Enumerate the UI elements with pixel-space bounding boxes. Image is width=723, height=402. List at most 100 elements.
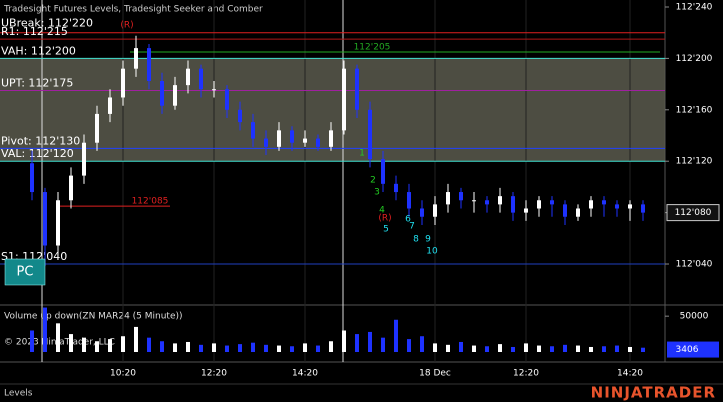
volume-bar (173, 343, 177, 352)
candle-body (212, 89, 216, 91)
candle-body (277, 130, 281, 147)
volume-bar (264, 344, 268, 352)
candle-body (355, 68, 359, 110)
annotation: 1 (359, 149, 365, 159)
volume-bar (160, 341, 164, 352)
y-tick-label: 112'240 (676, 2, 713, 12)
annotation: 4 (379, 206, 385, 216)
volume-bar (602, 346, 606, 352)
pc-button-label[interactable]: PC (17, 265, 34, 280)
candle-body (290, 130, 294, 143)
candle-body (563, 204, 567, 217)
x-tick-label: 12:20 (513, 369, 539, 379)
volume-bar (212, 343, 216, 352)
volume-bar (459, 341, 463, 352)
candle-body (238, 109, 242, 123)
volume-bar (368, 331, 372, 352)
volume-bar (433, 343, 437, 352)
volume-bar (381, 337, 385, 352)
candle-body (433, 204, 437, 217)
candle-body (576, 208, 580, 217)
annotation: 7 (409, 222, 415, 232)
x-tick-label: 12:20 (201, 369, 227, 379)
candle-body (225, 89, 229, 110)
y-tick-label: 112'200 (676, 54, 713, 64)
volume-current-tag (667, 341, 719, 358)
x-tick-label: 10:20 (110, 369, 136, 379)
candle-body (43, 192, 47, 246)
candle-body (394, 183, 398, 193)
volume-bar (498, 344, 502, 352)
annotation: 5 (383, 225, 389, 235)
candle-body (186, 68, 190, 86)
candle-body (108, 97, 112, 114)
candle-body (160, 81, 164, 106)
volume-bar (576, 345, 580, 352)
tab-label: Levels (4, 389, 33, 399)
volume-bar (290, 346, 294, 352)
volume-bar (277, 345, 281, 352)
candle-body (121, 68, 125, 98)
candle-body (537, 200, 541, 209)
volume-bar (43, 307, 47, 352)
candle-body (82, 142, 86, 176)
volume-bar (641, 347, 645, 352)
candle-body (472, 200, 476, 202)
chart-title: Tradesight Futures Levels, Tradesight Se… (3, 5, 263, 15)
volume-bar (30, 330, 34, 352)
level-label: VAL: 112'120 (1, 147, 74, 160)
annotation: (R) (120, 21, 133, 31)
volume-bar (342, 330, 346, 352)
volume-bar (134, 326, 138, 352)
candle-body (511, 196, 515, 213)
candle-body (589, 200, 593, 209)
candle-body (602, 200, 606, 205)
volume-bar (316, 345, 320, 352)
candle-body (381, 159, 385, 184)
volume-bar (108, 339, 112, 352)
volume-bar (56, 323, 60, 352)
volume-bar (537, 345, 541, 352)
candle-body (134, 48, 138, 69)
candle-body (342, 68, 346, 131)
segment-label: 112'085 (132, 197, 169, 207)
candle-body (69, 175, 73, 201)
level-label: R1: 112'215 (1, 25, 68, 38)
volume-bar (472, 345, 476, 352)
candle-body (368, 109, 372, 160)
candle-body (641, 204, 645, 213)
volume-bar (147, 337, 151, 352)
candle-body (485, 200, 489, 205)
level-label: UBreak: 112'220 (1, 17, 93, 30)
candle-body (199, 68, 203, 90)
volume-bar (394, 319, 398, 352)
pc-button-bg[interactable] (4, 258, 46, 286)
volume-bar (82, 337, 86, 352)
volume-bar (589, 346, 593, 352)
candle-body (316, 138, 320, 147)
volume-bar (446, 344, 450, 352)
volume-bar (615, 345, 619, 352)
volume-bar (563, 344, 567, 352)
y-tick-label: 112'120 (676, 157, 713, 167)
volume-bar (251, 342, 255, 352)
y-tick-label: 112'160 (676, 105, 713, 115)
candle-body (251, 122, 255, 139)
volume-bar (95, 341, 99, 352)
level-label: UPT: 112'175 (1, 77, 73, 90)
volume-bar (407, 339, 411, 352)
volume-bar (329, 341, 333, 352)
volume-bar (303, 343, 307, 352)
annotation: 2 (370, 176, 376, 186)
candle-body (459, 192, 463, 201)
candle-body (550, 200, 554, 205)
candle-body (303, 138, 307, 143)
level-label: VAH: 112'200 (1, 44, 76, 57)
plot-area: 112'040 112'080 112'120 112'160 112'200 112'2… (0, 0, 720, 379)
level-label: Pivot: 112'130 (1, 134, 80, 147)
volume-bar (186, 341, 190, 352)
volume-bar (225, 345, 229, 352)
volume-bar (121, 336, 125, 352)
pc-button[interactable]: PC (4, 258, 46, 286)
